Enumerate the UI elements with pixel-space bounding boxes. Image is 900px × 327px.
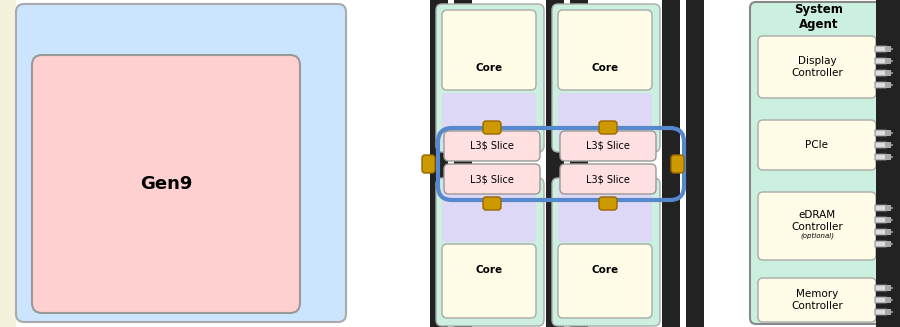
FancyBboxPatch shape [560, 131, 656, 161]
Text: PCIe: PCIe [806, 140, 829, 150]
Text: L3$ Slice: L3$ Slice [470, 141, 514, 151]
Bar [662, 0, 680, 327]
FancyBboxPatch shape [671, 155, 684, 173]
Bar [0, 0, 16, 327]
FancyBboxPatch shape [758, 120, 876, 170]
FancyBboxPatch shape [558, 10, 652, 90]
FancyBboxPatch shape [599, 197, 617, 210]
Bar [885, 58, 891, 64]
Text: Core: Core [591, 63, 618, 73]
Text: L3$ Slice: L3$ Slice [586, 141, 630, 151]
FancyBboxPatch shape [444, 164, 540, 194]
Bar [885, 309, 891, 315]
FancyBboxPatch shape [16, 4, 346, 322]
FancyBboxPatch shape [558, 93, 652, 150]
FancyBboxPatch shape [599, 121, 617, 134]
FancyBboxPatch shape [422, 155, 435, 173]
Polygon shape [875, 154, 893, 160]
Polygon shape [875, 130, 893, 136]
Polygon shape [875, 285, 893, 291]
Polygon shape [875, 82, 893, 88]
Polygon shape [875, 70, 893, 76]
FancyBboxPatch shape [442, 244, 536, 318]
Text: L3$ Slice: L3$ Slice [470, 174, 514, 184]
Bar [546, 0, 564, 327]
FancyBboxPatch shape [436, 4, 544, 152]
FancyBboxPatch shape [444, 131, 540, 161]
Text: Gen9: Gen9 [140, 175, 193, 193]
Bar [454, 0, 472, 327]
Bar [885, 205, 891, 211]
FancyBboxPatch shape [750, 2, 888, 324]
FancyBboxPatch shape [552, 4, 660, 152]
Bar [885, 154, 891, 160]
Bar [885, 241, 891, 247]
Text: L3$ Slice: L3$ Slice [586, 174, 630, 184]
Polygon shape [875, 309, 893, 315]
FancyBboxPatch shape [483, 121, 501, 134]
Bar [885, 229, 891, 235]
Text: (optional): (optional) [800, 233, 834, 239]
FancyBboxPatch shape [758, 192, 876, 260]
FancyBboxPatch shape [558, 244, 652, 318]
FancyBboxPatch shape [442, 10, 536, 90]
FancyBboxPatch shape [436, 178, 544, 326]
Polygon shape [875, 229, 893, 235]
Polygon shape [875, 142, 893, 148]
Bar [885, 285, 891, 291]
Text: Core: Core [591, 265, 618, 275]
Bar [885, 297, 891, 303]
Bar [430, 0, 448, 327]
Polygon shape [875, 297, 893, 303]
Text: System
Agent: System Agent [795, 3, 843, 31]
Bar [885, 46, 891, 52]
FancyBboxPatch shape [442, 178, 536, 242]
FancyBboxPatch shape [483, 197, 501, 210]
Polygon shape [875, 241, 893, 247]
FancyBboxPatch shape [552, 178, 660, 326]
Bar [570, 0, 588, 327]
Text: Display
Controller: Display Controller [791, 56, 843, 78]
Text: eDRAM
Controller: eDRAM Controller [791, 210, 843, 232]
FancyBboxPatch shape [558, 178, 652, 242]
Polygon shape [875, 46, 893, 52]
Polygon shape [875, 205, 893, 211]
Bar [885, 82, 891, 88]
FancyBboxPatch shape [32, 55, 300, 313]
FancyBboxPatch shape [560, 164, 656, 194]
Bar [885, 217, 891, 223]
Bar [885, 130, 891, 136]
FancyBboxPatch shape [758, 278, 876, 322]
Bar [885, 142, 891, 148]
Polygon shape [875, 217, 893, 223]
Text: Core: Core [475, 265, 502, 275]
Bar [686, 0, 704, 327]
Text: Core: Core [475, 63, 502, 73]
FancyBboxPatch shape [442, 93, 536, 150]
Text: Memory
Controller: Memory Controller [791, 289, 843, 311]
Bar [885, 70, 891, 76]
FancyBboxPatch shape [758, 36, 876, 98]
Bar [876, 0, 900, 327]
Polygon shape [875, 58, 893, 64]
